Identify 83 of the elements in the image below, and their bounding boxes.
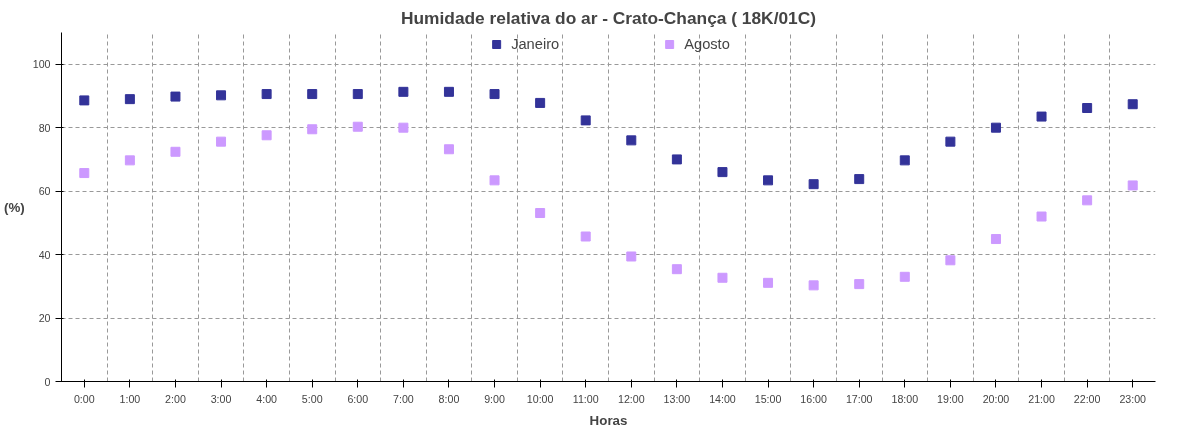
point — [124, 94, 135, 105]
point — [899, 155, 910, 166]
point — [990, 122, 1001, 133]
point — [398, 122, 409, 133]
point — [671, 154, 682, 165]
point — [763, 277, 774, 288]
y-tick-label: 100 — [32, 58, 51, 71]
point — [170, 146, 181, 157]
point — [261, 89, 272, 100]
x-tick-label: 20:00 — [982, 392, 1010, 405]
point — [216, 136, 227, 147]
point — [671, 264, 682, 275]
legend-label: Agosto — [684, 36, 730, 52]
point — [626, 251, 637, 262]
x-tick-label: 6:00 — [347, 392, 369, 405]
x-tick-label: 3:00 — [210, 392, 232, 405]
y-axis-title: (%) — [3, 199, 25, 215]
x-tick-label: 11:00 — [572, 392, 599, 405]
point — [261, 130, 272, 141]
y-tick-label: 0 — [44, 375, 51, 388]
x-axis-title: Horas — [589, 412, 628, 428]
chart-title: Humidade relativa do ar - Crato-Chança ( 18K/01C) — [400, 7, 817, 28]
point — [990, 234, 1001, 245]
point — [717, 167, 728, 178]
point — [717, 272, 728, 283]
point — [352, 121, 363, 132]
point — [1127, 99, 1138, 110]
point — [307, 89, 318, 100]
point — [79, 168, 90, 179]
x-tick-label: 17:00 — [845, 392, 873, 405]
x-tick-label: 16:00 — [800, 392, 828, 405]
point — [808, 280, 819, 291]
point — [945, 136, 956, 147]
point — [124, 155, 135, 166]
x-tick-label: 13:00 — [663, 392, 691, 405]
point — [945, 255, 956, 266]
x-tick-label: 14:00 — [709, 392, 736, 405]
point — [535, 208, 546, 219]
point — [854, 279, 865, 290]
x-tick-label: 15:00 — [754, 392, 782, 405]
point — [307, 124, 318, 135]
y-tick-label: 20 — [38, 312, 51, 325]
point — [1036, 111, 1047, 122]
point — [808, 179, 819, 190]
y-tick-label: 60 — [38, 185, 51, 198]
point — [216, 90, 227, 101]
point — [899, 271, 910, 282]
x-tick-label: 0:00 — [73, 392, 95, 405]
point — [854, 174, 865, 185]
x-tick-label: 12:00 — [617, 392, 645, 405]
x-tick-label: 4:00 — [256, 392, 278, 405]
y-tick-label: 80 — [38, 121, 51, 134]
point — [398, 86, 409, 97]
point — [626, 135, 637, 146]
point — [1082, 195, 1093, 206]
x-tick-label: 22:00 — [1073, 392, 1101, 405]
legend-label: Janeiro — [511, 36, 560, 52]
y-tick-label: 40 — [38, 248, 51, 261]
x-tick-label: 19:00 — [937, 392, 964, 405]
point — [489, 175, 500, 186]
point — [443, 86, 454, 97]
point — [79, 95, 90, 106]
x-tick-label: 1:00 — [119, 392, 141, 405]
point — [1036, 211, 1047, 222]
x-tick-label: 23:00 — [1119, 392, 1147, 405]
point — [763, 175, 774, 186]
point — [1127, 180, 1138, 191]
point — [580, 115, 591, 126]
x-tick-label: 21:00 — [1028, 392, 1055, 405]
point — [535, 97, 546, 108]
x-tick-label: 2:00 — [165, 392, 186, 405]
x-tick-label: 9:00 — [484, 392, 505, 405]
point — [580, 231, 591, 242]
point — [352, 89, 363, 100]
point — [170, 91, 181, 102]
x-tick-label: 10:00 — [526, 392, 554, 405]
point — [443, 144, 454, 155]
x-tick-label: 7:00 — [393, 392, 414, 405]
point — [1082, 103, 1093, 114]
x-tick-label: 5:00 — [301, 392, 323, 405]
x-tick-label: 18:00 — [891, 392, 919, 405]
point — [489, 89, 500, 100]
x-tick-label: 8:00 — [438, 392, 460, 405]
